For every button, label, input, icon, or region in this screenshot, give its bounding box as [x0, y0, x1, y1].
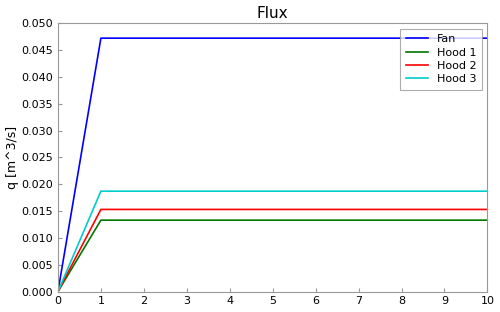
Fan	[390, 36, 396, 40]
Hood 3	[55, 290, 61, 294]
Hood 3	[98, 189, 104, 193]
Fan	[55, 290, 61, 294]
Hood 1	[350, 218, 356, 222]
Line: Hood 1: Hood 1	[58, 220, 488, 292]
Hood 3	[390, 189, 396, 193]
Y-axis label: q [m^3/s]: q [m^3/s]	[6, 126, 18, 189]
Hood 2	[350, 207, 356, 211]
Hood 2	[484, 207, 490, 211]
Hood 1	[55, 290, 61, 294]
Line: Hood 2: Hood 2	[58, 209, 488, 292]
Hood 2	[390, 207, 396, 211]
Fan	[98, 36, 104, 40]
Hood 3	[244, 189, 250, 193]
Hood 3	[350, 189, 356, 193]
Hood 2	[398, 207, 404, 211]
Hood 2	[244, 207, 250, 211]
Hood 1	[244, 218, 250, 222]
Fan	[350, 36, 356, 40]
Fan	[484, 36, 490, 40]
Hood 3	[484, 189, 490, 193]
Fan	[99, 36, 105, 40]
Hood 2	[99, 207, 105, 211]
Fan	[398, 36, 404, 40]
Hood 1	[99, 218, 105, 222]
Hood 3	[99, 189, 105, 193]
Fan	[229, 36, 235, 40]
Hood 2	[98, 207, 104, 211]
Line: Hood 3: Hood 3	[58, 191, 488, 292]
Hood 1	[390, 218, 396, 222]
Title: Flux: Flux	[257, 6, 288, 21]
Hood 1	[98, 218, 104, 222]
Line: Fan: Fan	[58, 38, 488, 292]
Hood 1	[484, 218, 490, 222]
Fan	[244, 36, 250, 40]
Hood 2	[229, 207, 235, 211]
Hood 1	[398, 218, 404, 222]
Hood 1	[229, 218, 235, 222]
Legend: Fan, Hood 1, Hood 2, Hood 3: Fan, Hood 1, Hood 2, Hood 3	[400, 29, 482, 90]
Hood 2	[55, 290, 61, 294]
Hood 3	[398, 189, 404, 193]
Hood 3	[229, 189, 235, 193]
